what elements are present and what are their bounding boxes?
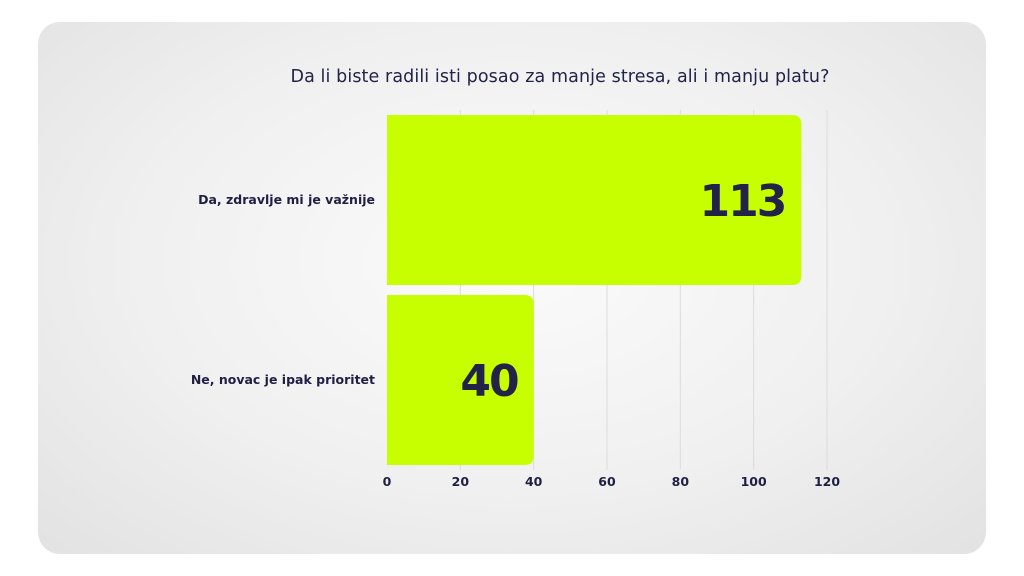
chart-title: Da li biste radili isti posao za manje s… [290, 67, 830, 87]
category-label: Ne, novac je ipak prioritet [191, 372, 375, 387]
x-tick-label: 60 [598, 474, 616, 489]
x-tick-label: 20 [452, 474, 470, 489]
category-label: Da, zdravlje mi je važnije [198, 192, 375, 207]
x-tick-label: 80 [672, 474, 690, 489]
x-tick-label: 120 [814, 474, 840, 489]
x-tick-label: 0 [383, 474, 392, 489]
chart-card: Da li biste radili isti posao za manje s… [38, 22, 986, 554]
bars: 113 40 [387, 115, 802, 465]
x-tick-label: 40 [525, 474, 543, 489]
bar-value-label: 113 [699, 176, 785, 227]
bar [387, 115, 802, 285]
x-tick-label: 100 [741, 474, 767, 489]
x-axis-ticks: 0 20 40 60 80 100 120 [383, 474, 841, 489]
category-labels: Da, zdravlje mi je važnije Ne, novac je i… [191, 192, 375, 387]
bar [387, 295, 534, 465]
bar-value-label: 40 [460, 356, 518, 407]
